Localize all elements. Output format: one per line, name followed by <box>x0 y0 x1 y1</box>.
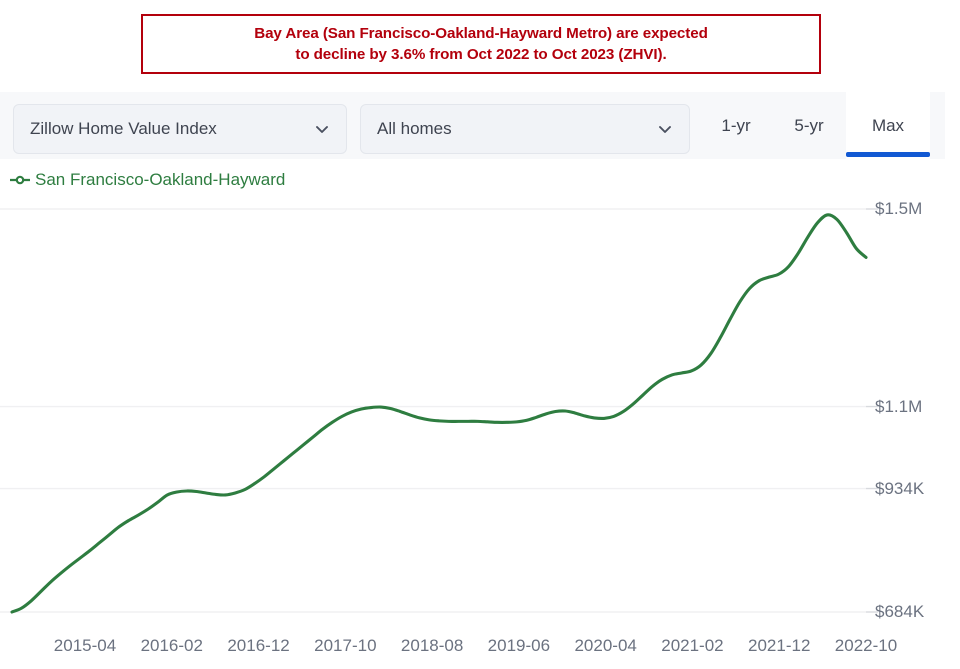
tab-1-yr[interactable]: 1-yr <box>700 92 772 159</box>
x-axis-tick-label: 2016-12 <box>227 636 290 655</box>
time-range-tabs: 1-yr 5-yr Max <box>700 92 930 159</box>
home-type-select-value: All homes <box>377 119 452 138</box>
y-axis-tick-label: $1.5M <box>875 199 923 218</box>
x-axis-tick-label: 2021-12 <box>748 636 811 655</box>
x-axis-tick-label: 2018-08 <box>400 636 464 655</box>
y-axis-tick-label: $684K <box>875 602 925 621</box>
active-tab-indicator <box>846 152 930 157</box>
annotation-line-1: Bay Area (San Francisco-Oakland-Hayward … <box>254 25 708 42</box>
chart-toolbar: Zillow Home Value Index All homes 1-yr 5… <box>0 92 945 159</box>
x-axis-tick-label: 2020-04 <box>574 636 637 655</box>
tab-max-label: Max <box>871 115 905 135</box>
x-axis: 2015-04 2016-02 2016-12 2017-10 2018-08 2019-… <box>0 632 960 669</box>
x-axis-tick-label: 2015-04 <box>53 636 117 655</box>
metric-select-value: Zillow Home Value Index <box>30 119 217 138</box>
y-axis-tick-label: $934K <box>875 478 925 498</box>
legend-item-label: San Francisco-Oakland-Hayward <box>35 170 286 189</box>
annotation-line-2: to decline by 3.6% from Oct 2022 to Oct … <box>295 46 667 63</box>
annotation-text: Bay Area (San Francisco-Oakland-Hayward … <box>248 23 714 65</box>
home-type-select[interactable]: All homes <box>360 104 690 154</box>
annotation-callout: Bay Area (San Francisco-Oakland-Hayward … <box>141 14 821 74</box>
tab-1-yr-label: 1-yr <box>721 115 751 135</box>
chevron-down-icon <box>314 121 330 137</box>
legend-item-san-francisco-oakland-hayward[interactable]: San Francisco-Oakland-Hayward <box>9 170 285 190</box>
chart-line-series <box>10 213 868 614</box>
x-axis-tick-label: 2016-02 <box>140 636 203 655</box>
tab-5-yr-label: 5-yr <box>794 115 824 135</box>
metric-select[interactable]: Zillow Home Value Index <box>13 104 347 154</box>
tab-5-yr[interactable]: 5-yr <box>772 92 846 159</box>
chart-gridlines <box>0 208 878 613</box>
line-with-open-circle-marker-icon <box>9 173 31 187</box>
y-axis-tick-label: $1.1M <box>875 396 923 416</box>
chevron-down-icon <box>657 121 673 137</box>
x-axis-tick-label: 2022-10 <box>834 636 898 655</box>
x-axis-tick-label: 2021-02 <box>661 636 724 655</box>
x-axis-ticks: 2015-04 2016-02 2016-12 2017-10 2018-08 2019-… <box>0 632 960 669</box>
x-axis-tick-label: 2019-06 <box>487 636 551 655</box>
tab-max[interactable]: Max <box>846 92 930 159</box>
chart-plot-area[interactable]: $1.5M $1.1M $934K $684K <box>0 196 960 632</box>
x-axis-tick-label: 2017-10 <box>314 636 377 655</box>
